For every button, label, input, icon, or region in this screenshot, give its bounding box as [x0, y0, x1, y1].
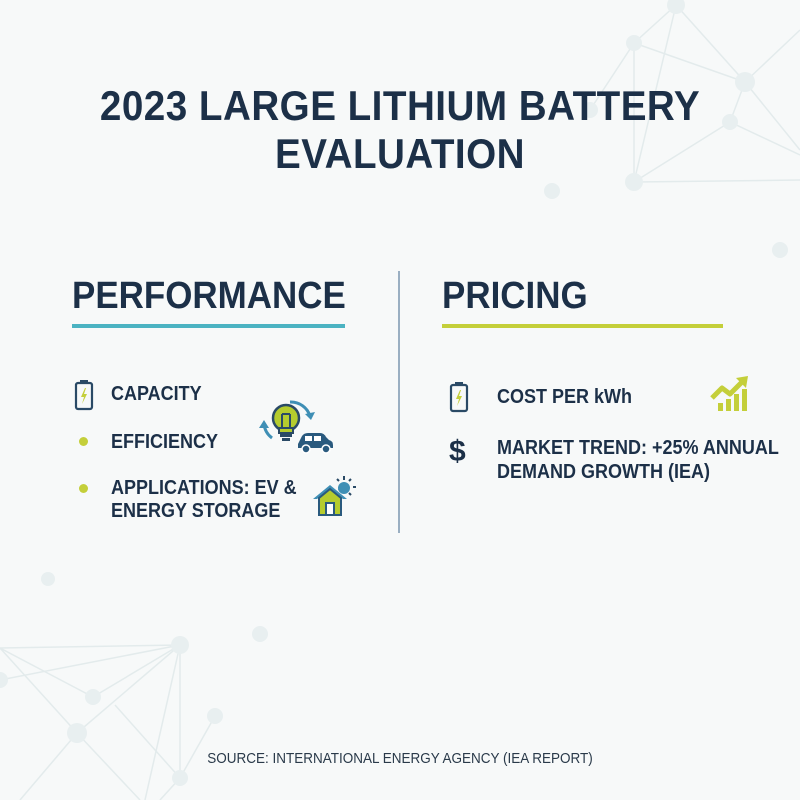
- page-title: 2023 LARGE LITHIUM BATTERY EVALUATION: [32, 82, 768, 178]
- column-divider: [398, 271, 400, 533]
- growth-chart-icon: [710, 376, 748, 411]
- bullet-dot: [79, 484, 88, 493]
- performance-underline: [72, 324, 345, 328]
- source-citation: SOURCE: INTERNATIONAL ENERGY AGENCY (IEA…: [207, 750, 593, 767]
- title-line-1: 2023 LARGE LITHIUM BATTERY: [99, 82, 701, 129]
- market-trend-label-line-1: MARKET TREND: +25% ANNUAL: [497, 437, 779, 459]
- cost-per-kwh-label: COST PER kWh: [497, 386, 633, 408]
- title-line-2: EVALUATION: [274, 130, 526, 177]
- pricing-underline: [442, 324, 723, 328]
- battery-icon: [74, 380, 94, 411]
- solar-home-icon: [313, 476, 356, 516]
- dollar-icon: $: [449, 435, 466, 468]
- applications-label-line-1: APPLICATIONS: EV &: [111, 477, 297, 499]
- battery-icon: [449, 382, 469, 413]
- bullet-dot: [79, 437, 88, 446]
- capacity-label: CAPACITY: [111, 383, 202, 405]
- performance-heading: PERFORMANCE: [72, 275, 346, 317]
- lightbulb-car-cycle-icon: [259, 400, 333, 454]
- applications-label-line-2: ENERGY STORAGE: [111, 500, 281, 522]
- efficiency-label: EFFICIENCY: [111, 431, 219, 453]
- pricing-heading: PRICING: [442, 275, 588, 317]
- market-trend-label-line-2: DEMAND GROWTH (IEA): [497, 461, 710, 483]
